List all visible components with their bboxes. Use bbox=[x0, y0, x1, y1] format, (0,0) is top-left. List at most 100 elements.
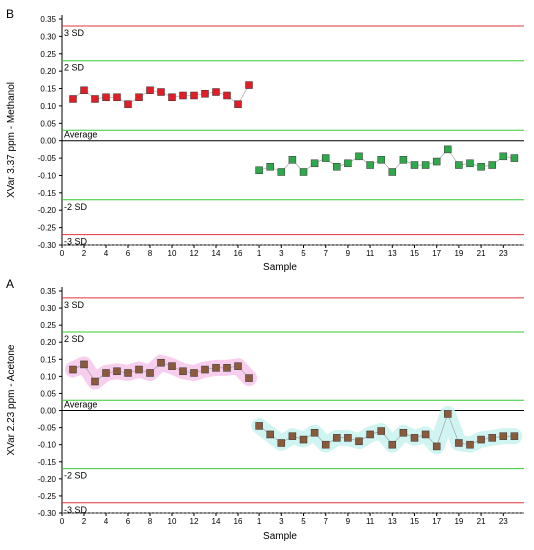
data-point bbox=[124, 100, 132, 108]
data-point bbox=[510, 432, 519, 440]
x-axis-label: Sample bbox=[263, 262, 297, 273]
x-tick-label: 3 bbox=[279, 249, 284, 258]
x-tick-label: 1 bbox=[257, 249, 262, 258]
y-tick-label: 0.35 bbox=[40, 15, 56, 24]
x-tick-label: 16 bbox=[234, 517, 243, 526]
x-tick-label: 4 bbox=[104, 249, 109, 258]
average-label: Average bbox=[64, 130, 97, 140]
x-tick-label: 15 bbox=[410, 249, 419, 258]
data-point bbox=[388, 440, 397, 449]
data-point bbox=[444, 145, 452, 154]
data-point bbox=[102, 93, 110, 101]
x-tick-label: 2 bbox=[82, 517, 87, 526]
data-point bbox=[91, 95, 99, 103]
y-tick-label: -0.20 bbox=[38, 475, 57, 484]
data-point bbox=[157, 88, 165, 96]
series-line bbox=[259, 148, 515, 173]
y-tick-label: 0.25 bbox=[40, 321, 56, 330]
x-tick-label: 8 bbox=[148, 517, 153, 526]
y-tick-label: 0.25 bbox=[40, 50, 56, 59]
x-tick-label: 1 bbox=[257, 517, 262, 526]
data-point bbox=[399, 156, 408, 164]
data-point bbox=[399, 428, 408, 437]
x-tick-label: 6 bbox=[126, 517, 131, 526]
x-tick-label: 7 bbox=[323, 249, 328, 258]
y-tick-label: 0.15 bbox=[40, 355, 56, 364]
data-point bbox=[288, 432, 297, 440]
data-point bbox=[344, 434, 352, 442]
x-tick-label: 0 bbox=[60, 249, 65, 258]
data-point bbox=[157, 358, 165, 367]
data-point bbox=[179, 91, 187, 100]
y-tick-label: 0.15 bbox=[40, 85, 56, 94]
average-label: Average bbox=[64, 400, 97, 410]
data-point bbox=[355, 437, 363, 446]
y-tick-label: -0.10 bbox=[38, 171, 57, 180]
x-tick-label: 17 bbox=[432, 517, 441, 526]
x-tick-label: 5 bbox=[301, 249, 306, 258]
x-tick-label: 4 bbox=[104, 517, 109, 526]
data-point bbox=[124, 369, 132, 377]
data-point bbox=[366, 430, 374, 439]
y-tick-label: -0.25 bbox=[38, 224, 57, 233]
y-tick-label: -0.15 bbox=[38, 458, 57, 467]
x-tick-label: 13 bbox=[388, 249, 397, 258]
data-point bbox=[421, 161, 430, 169]
x-tick-label: 23 bbox=[499, 517, 508, 526]
data-point bbox=[499, 152, 508, 161]
data-point bbox=[201, 90, 209, 98]
data-point bbox=[168, 93, 176, 101]
data-point bbox=[190, 369, 198, 377]
data-point bbox=[310, 428, 319, 437]
x-tick-label: 23 bbox=[499, 249, 508, 258]
x-tick-label: 21 bbox=[477, 517, 486, 526]
data-point bbox=[245, 81, 253, 89]
y-tick-label: -0.25 bbox=[38, 492, 57, 501]
data-point bbox=[223, 91, 231, 100]
y-tick-label: 0.35 bbox=[40, 287, 56, 296]
data-point bbox=[466, 159, 474, 168]
y-tick-label: -0.30 bbox=[38, 509, 57, 518]
data-point bbox=[333, 163, 341, 171]
data-point bbox=[277, 439, 286, 447]
data-point bbox=[255, 422, 263, 430]
x-tick-label: 7 bbox=[323, 517, 328, 526]
data-point bbox=[321, 154, 330, 162]
data-point bbox=[190, 91, 198, 100]
panel-label: A bbox=[6, 277, 14, 291]
x-tick-label: 5 bbox=[301, 517, 306, 526]
data-point bbox=[245, 374, 253, 382]
data-point bbox=[410, 161, 419, 169]
y-tick-label: 0.05 bbox=[40, 389, 56, 398]
x-tick-label: 17 bbox=[432, 249, 441, 258]
data-point bbox=[179, 367, 187, 376]
y-tick-label: 0.05 bbox=[40, 119, 56, 128]
data-point bbox=[455, 439, 463, 447]
sd2-minus-label: -2 SD bbox=[64, 471, 88, 481]
data-point bbox=[355, 152, 363, 161]
data-point bbox=[299, 168, 308, 176]
data-point bbox=[234, 100, 242, 108]
x-tick-label: 12 bbox=[190, 517, 199, 526]
x-axis-label: Sample bbox=[263, 531, 297, 542]
data-point bbox=[69, 365, 77, 374]
y-tick-label: 0.30 bbox=[40, 304, 56, 313]
x-tick-label: 8 bbox=[148, 249, 153, 258]
x-tick-label: 21 bbox=[477, 249, 486, 258]
x-tick-label: 2 bbox=[82, 249, 87, 258]
y-tick-label: -0.20 bbox=[38, 206, 57, 215]
x-tick-label: 15 bbox=[410, 517, 419, 526]
data-point bbox=[223, 364, 231, 372]
data-point bbox=[477, 163, 485, 171]
x-tick-label: 13 bbox=[388, 517, 397, 526]
data-point bbox=[410, 434, 419, 442]
data-point bbox=[388, 168, 397, 176]
x-tick-label: 12 bbox=[190, 249, 199, 258]
data-point bbox=[488, 161, 496, 169]
data-point bbox=[333, 434, 341, 442]
x-tick-label: 0 bbox=[60, 517, 65, 526]
sd3-plus-label: 3 SD bbox=[64, 300, 85, 310]
data-point bbox=[266, 430, 274, 439]
data-point bbox=[377, 427, 385, 435]
